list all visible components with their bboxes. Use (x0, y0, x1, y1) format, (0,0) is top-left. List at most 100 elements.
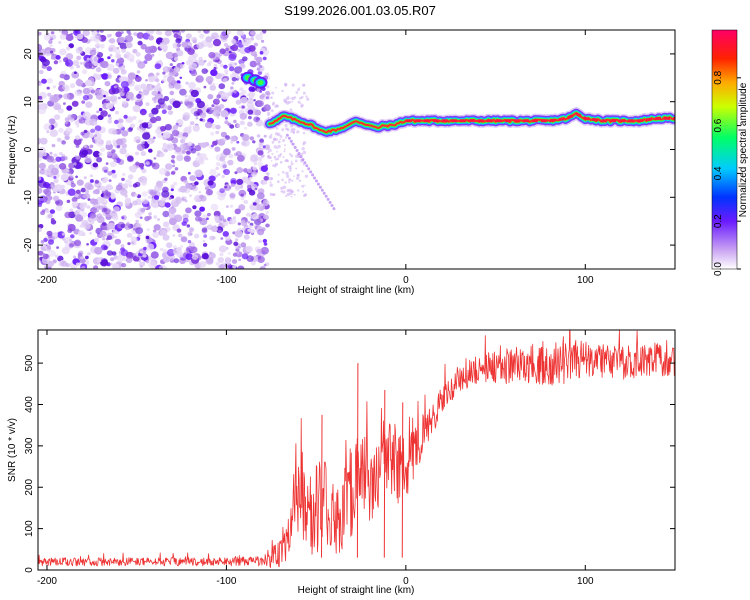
noise-blob (247, 221, 250, 224)
noise-blob (239, 31, 245, 36)
noise-blob (46, 86, 50, 90)
noise-blob (155, 115, 162, 122)
colorbar-tick-label: 0.2 (713, 214, 724, 228)
noise-blob (147, 195, 152, 199)
noise-blob (228, 153, 234, 159)
noise-blob (220, 110, 229, 118)
noise-blob (145, 259, 150, 264)
noise-blob (270, 160, 273, 162)
noise-blob (53, 178, 59, 184)
noise-blob (173, 181, 178, 186)
noise-blob (171, 155, 176, 159)
noise-blob (184, 199, 188, 203)
noise-blob (273, 156, 276, 159)
noise-blob (134, 151, 140, 156)
noise-blob (127, 242, 131, 246)
artifact-dot (305, 164, 309, 168)
noise-blob (205, 257, 214, 265)
noise-blob (275, 87, 277, 89)
noise-blob (84, 189, 90, 194)
noise-blob (181, 62, 185, 65)
artifact-dot (291, 142, 295, 146)
noise-blob (262, 199, 270, 206)
noise-blob (131, 240, 137, 246)
noise-blob (279, 138, 282, 141)
noise-blob (141, 122, 149, 129)
noise-blob (214, 146, 221, 152)
noise-blob (187, 240, 192, 244)
noise-blob (52, 232, 58, 238)
noise-blob (205, 76, 214, 84)
noise-blob (189, 121, 195, 126)
noise-blob (65, 59, 74, 67)
noise-blob (105, 143, 113, 151)
noise-blob (93, 121, 98, 126)
noise-blob (272, 101, 275, 105)
noise-blob (187, 141, 193, 146)
noise-blob (46, 77, 53, 84)
noise-blob (147, 215, 152, 220)
noise-blob (74, 210, 79, 216)
noise-blob (154, 63, 162, 70)
noise-blob (295, 176, 300, 180)
noise-blob (239, 87, 244, 91)
noise-blob (159, 229, 167, 236)
noise-blob (106, 235, 113, 241)
noise-blob (111, 173, 118, 179)
snr-x-tick-label: -200 (37, 576, 57, 587)
noise-blob (228, 53, 237, 62)
noise-blob (199, 33, 205, 39)
noise-blob (106, 63, 115, 71)
noise-blob (249, 136, 255, 141)
noise-blob (115, 184, 123, 191)
noise-blob (173, 56, 179, 61)
noise-blob (172, 164, 176, 168)
noise-blob (114, 48, 121, 55)
noise-blob (254, 187, 258, 191)
noise-blob (172, 125, 179, 130)
noise-blob (89, 232, 92, 235)
noise-blob (80, 187, 86, 193)
noise-blob (256, 192, 265, 200)
noise-blob (115, 31, 122, 38)
noise-blob (113, 85, 117, 89)
noise-blob (285, 171, 289, 176)
noise-blob (258, 239, 262, 244)
noise-blob (171, 30, 177, 33)
noise-blob (148, 35, 155, 41)
noise-blob (277, 173, 280, 176)
noise-blob (89, 179, 94, 183)
noise-blob (223, 64, 228, 69)
noise-blob (231, 147, 236, 151)
noise-blob (73, 255, 77, 259)
noise-blob (252, 202, 257, 206)
noise-blob (75, 79, 84, 87)
noise-blob (223, 43, 229, 47)
noise-blob (276, 180, 280, 184)
noise-blob (134, 86, 140, 91)
spectrogram-y-label: Frequency (Hz) (7, 116, 18, 185)
noise-blob (86, 205, 91, 209)
noise-blob (141, 168, 147, 174)
noise-blob (139, 216, 143, 219)
noise-blob (293, 175, 295, 177)
noise-blob (93, 35, 102, 43)
noise-blob (262, 145, 266, 149)
noise-blob (176, 154, 184, 162)
noise-blob (268, 135, 273, 139)
noise-blob (99, 43, 105, 49)
noise-blob (211, 107, 215, 111)
noise-blob (207, 180, 214, 186)
noise-blob (136, 32, 144, 39)
noise-blob (116, 138, 124, 146)
noise-blob (94, 125, 102, 132)
artifact-dot (293, 145, 297, 149)
noise-blob (164, 202, 171, 208)
artifact-dot (326, 197, 330, 201)
noise-blob (227, 252, 231, 255)
noise-blob (266, 172, 270, 176)
noise-blob (193, 233, 200, 239)
noise-blob (270, 96, 273, 99)
noise-blob (288, 100, 292, 104)
